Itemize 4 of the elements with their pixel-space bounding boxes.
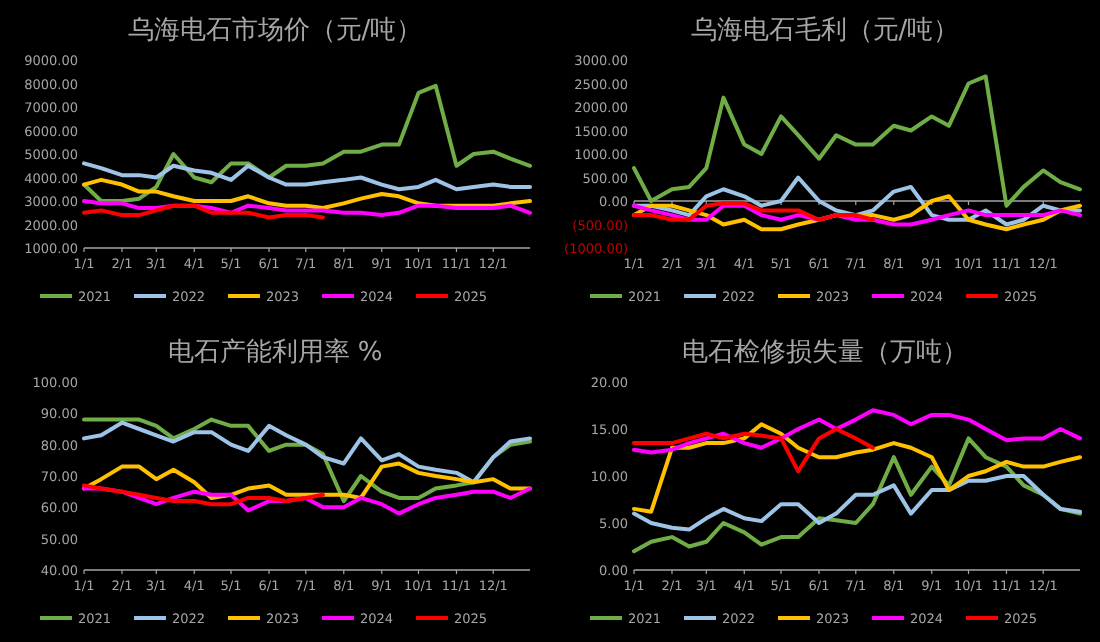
chart-title: 乌海电石市场价（元/吨） — [127, 16, 423, 46]
chart-title: 电石产能利用率 % — [167, 336, 383, 368]
chart-title: 乌海电石毛利（元/吨） — [690, 16, 960, 46]
chart-title: 电石检修损失量（万吨） — [682, 338, 968, 368]
